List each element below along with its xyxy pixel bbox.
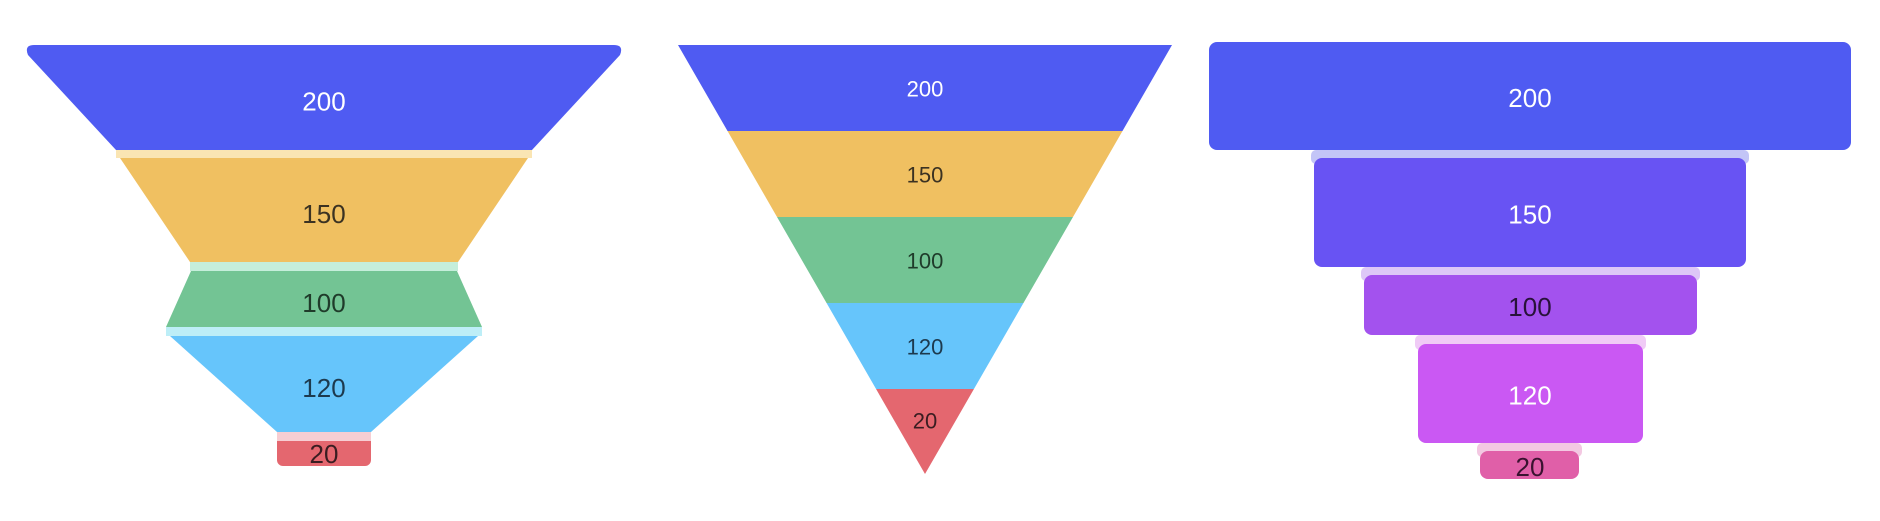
triangle-segment-stage-2 bbox=[727, 131, 1123, 217]
step-value-label-stage-2: 150 bbox=[1508, 200, 1551, 230]
step-segment-stage-5 bbox=[1480, 451, 1579, 479]
triangle-value-label-stage-5: 20 bbox=[913, 409, 937, 434]
funnel-separator-3 bbox=[166, 327, 482, 336]
funnel-chart-1: 200 150 100 120 20 bbox=[26, 45, 622, 469]
step-segment-stage-4 bbox=[1418, 344, 1643, 443]
triangle-value-label-stage-1: 200 bbox=[907, 77, 944, 102]
step-value-label-stage-1: 200 bbox=[1508, 83, 1551, 113]
funnel-separator-1 bbox=[116, 150, 532, 158]
funnel-chart-2: 200 150 100 120 20 bbox=[678, 45, 1172, 474]
step-segment-stage-2 bbox=[1314, 158, 1746, 267]
funnel-segment-stage-5-top bbox=[277, 441, 371, 449]
triangle-segment-stage-3 bbox=[777, 217, 1073, 303]
triangle-segment-stage-1 bbox=[678, 45, 1172, 131]
funnel-segment-stage-1 bbox=[26, 45, 622, 150]
value-label-stage-5: 20 bbox=[310, 439, 339, 469]
value-label-stage-4: 120 bbox=[302, 373, 345, 403]
triangle-segment-stage-5 bbox=[876, 389, 974, 474]
funnel-segment-stage-4 bbox=[170, 336, 478, 432]
value-label-stage-2: 150 bbox=[302, 199, 345, 229]
triangle-value-label-stage-2: 150 bbox=[907, 163, 944, 188]
value-label-stage-3: 100 bbox=[302, 288, 345, 318]
funnel-separator-4 bbox=[277, 432, 371, 441]
triangle-segment-stage-4 bbox=[826, 303, 1024, 389]
funnel-chart-3: 200 150 100 120 20 bbox=[1209, 42, 1851, 482]
step-value-label-stage-4: 120 bbox=[1508, 381, 1551, 411]
triangle-value-label-stage-4: 120 bbox=[907, 335, 944, 360]
value-label-stage-1: 200 bbox=[302, 87, 345, 117]
funnel-segment-stage-2 bbox=[120, 158, 528, 262]
step-segment-stage-1 bbox=[1209, 42, 1851, 150]
triangle-value-label-stage-3: 100 bbox=[907, 249, 944, 274]
funnel-separator-2 bbox=[190, 262, 458, 271]
step-segment-stage-3 bbox=[1364, 275, 1697, 335]
funnel-segment-stage-3 bbox=[166, 271, 482, 327]
step-value-label-stage-5: 20 bbox=[1516, 452, 1545, 482]
step-value-label-stage-3: 100 bbox=[1508, 292, 1551, 322]
